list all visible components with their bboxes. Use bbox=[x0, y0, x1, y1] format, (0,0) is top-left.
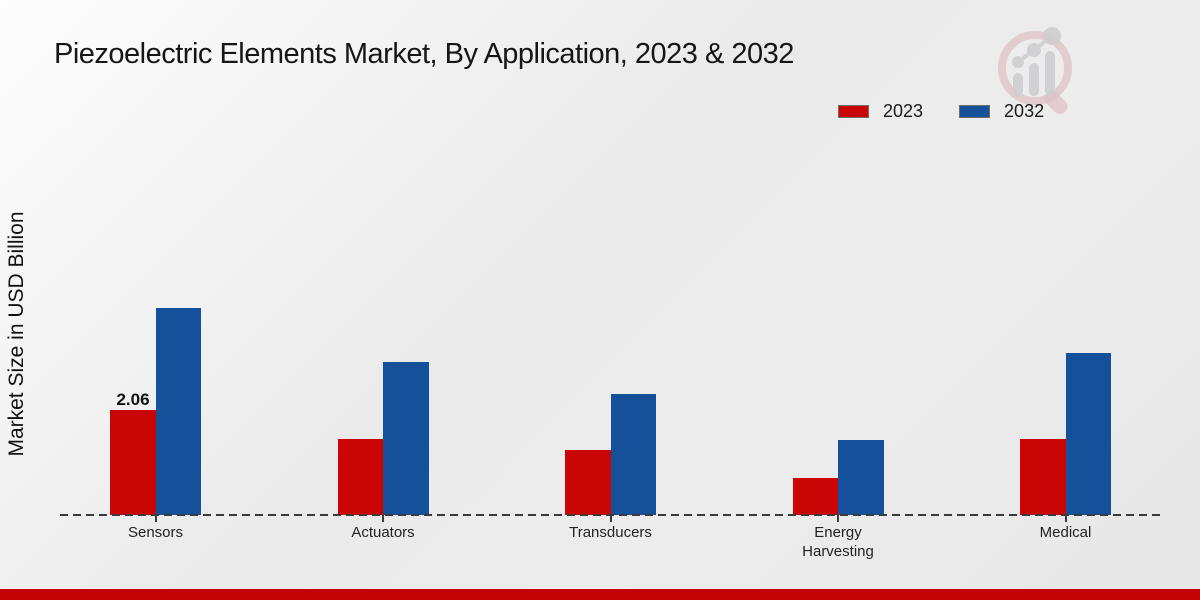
legend: 2023 2032 bbox=[838, 101, 1044, 122]
legend-label-2032: 2032 bbox=[1004, 101, 1045, 121]
category-label-transducers: Transducers bbox=[569, 524, 652, 541]
bar-2032-transducers bbox=[610, 394, 656, 515]
legend-label-2023: 2023 bbox=[883, 101, 924, 121]
magnifier-circle-icon bbox=[998, 31, 1072, 105]
legend-swatch-2023 bbox=[838, 105, 869, 118]
x-axis-tick-medical bbox=[1064, 515, 1067, 522]
bar-2023-energy-harvesting bbox=[792, 478, 838, 515]
bar-2032-sensors bbox=[155, 308, 201, 515]
bar-2023-actuators bbox=[337, 439, 383, 515]
x-axis-tick-energy-harvesting bbox=[837, 515, 839, 522]
bar-2023-medical bbox=[1020, 439, 1066, 515]
category-label-medical: Medical bbox=[1039, 524, 1092, 541]
footer-accent-bar bbox=[0, 589, 1200, 600]
magnifier-handle-icon bbox=[1044, 90, 1068, 115]
data-label-sensors-2023: 2.06 bbox=[116, 390, 150, 409]
bar-2032-medical bbox=[1065, 353, 1111, 515]
legend-swatch-2032 bbox=[959, 105, 991, 118]
x-axis-tick-actuators bbox=[382, 515, 384, 522]
logo-watermark bbox=[998, 27, 1072, 115]
bar-2023-transducers bbox=[565, 450, 611, 515]
bar-2023-sensors bbox=[110, 410, 156, 515]
chart-title: Piezoelectric Elements Market, By Applic… bbox=[54, 38, 794, 70]
legend-item-2032: 2032 bbox=[959, 101, 1044, 122]
legend-item-2023: 2023 bbox=[838, 101, 923, 122]
bar-2032-energy-harvesting bbox=[838, 440, 884, 515]
category-label-actuators: Actuators bbox=[351, 524, 415, 541]
x-axis-tick-transducers bbox=[609, 515, 612, 522]
bar-trend-icon bbox=[1012, 27, 1061, 96]
x-axis-tick-sensors bbox=[154, 515, 157, 522]
category-label-sensors: Sensors bbox=[127, 524, 184, 541]
category-label-energy-harvesting: Energy Harvesting bbox=[802, 524, 874, 560]
bar-2032-actuators bbox=[383, 362, 429, 515]
